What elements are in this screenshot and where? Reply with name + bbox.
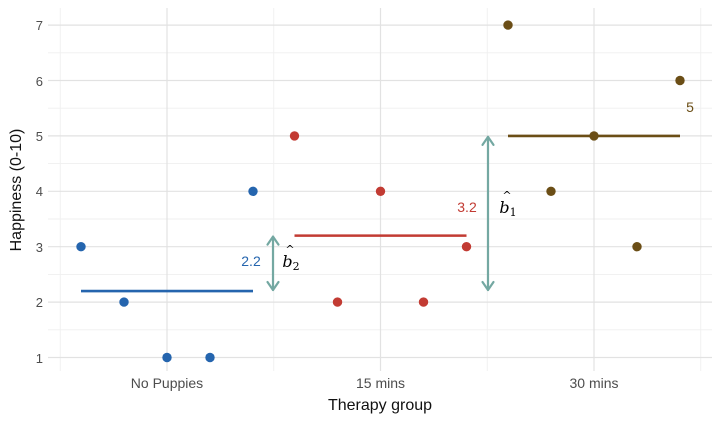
data-point — [461, 242, 472, 252]
x-tick-label: 15 mins — [355, 375, 406, 391]
y-tick-label: 7 — [35, 18, 43, 34]
x-tick-label: 30 mins — [569, 375, 619, 391]
y-tick-label: 3 — [35, 239, 43, 255]
arrowhead-up-icon — [481, 135, 495, 146]
arrowhead-down-icon — [481, 280, 495, 292]
mean-value-label: 3.2 — [457, 199, 477, 215]
data-point — [289, 131, 300, 141]
coefficient-label: b ^ 1 — [499, 189, 517, 219]
data-point — [418, 297, 429, 307]
data-point — [589, 131, 599, 141]
y-tick-label: 6 — [35, 73, 43, 89]
data-point — [76, 242, 86, 252]
arrowhead-down-icon — [266, 280, 280, 292]
data-point — [332, 297, 343, 307]
x-axis-title: Therapy group — [327, 397, 433, 414]
data-point — [119, 297, 129, 307]
y-tick-label: 2 — [35, 295, 43, 311]
coefficient-label: b ^ 2 — [282, 243, 300, 273]
data-point — [205, 352, 215, 363]
mean-value-label: 2.2 — [241, 253, 261, 269]
data-point — [162, 352, 172, 363]
x-tick-label: No Puppies — [130, 375, 204, 391]
y-tick-label: 4 — [35, 184, 43, 200]
data-point — [632, 242, 642, 252]
y-tick-label: 5 — [35, 128, 43, 144]
y-tick-label: 1 — [35, 350, 43, 366]
data-point — [375, 186, 386, 196]
data-point — [546, 186, 556, 196]
mean-value-label: 5 — [686, 99, 694, 115]
data-point — [248, 186, 258, 196]
data-point — [503, 20, 513, 30]
data-point — [675, 75, 685, 86]
arrowhead-up-icon — [266, 235, 280, 246]
